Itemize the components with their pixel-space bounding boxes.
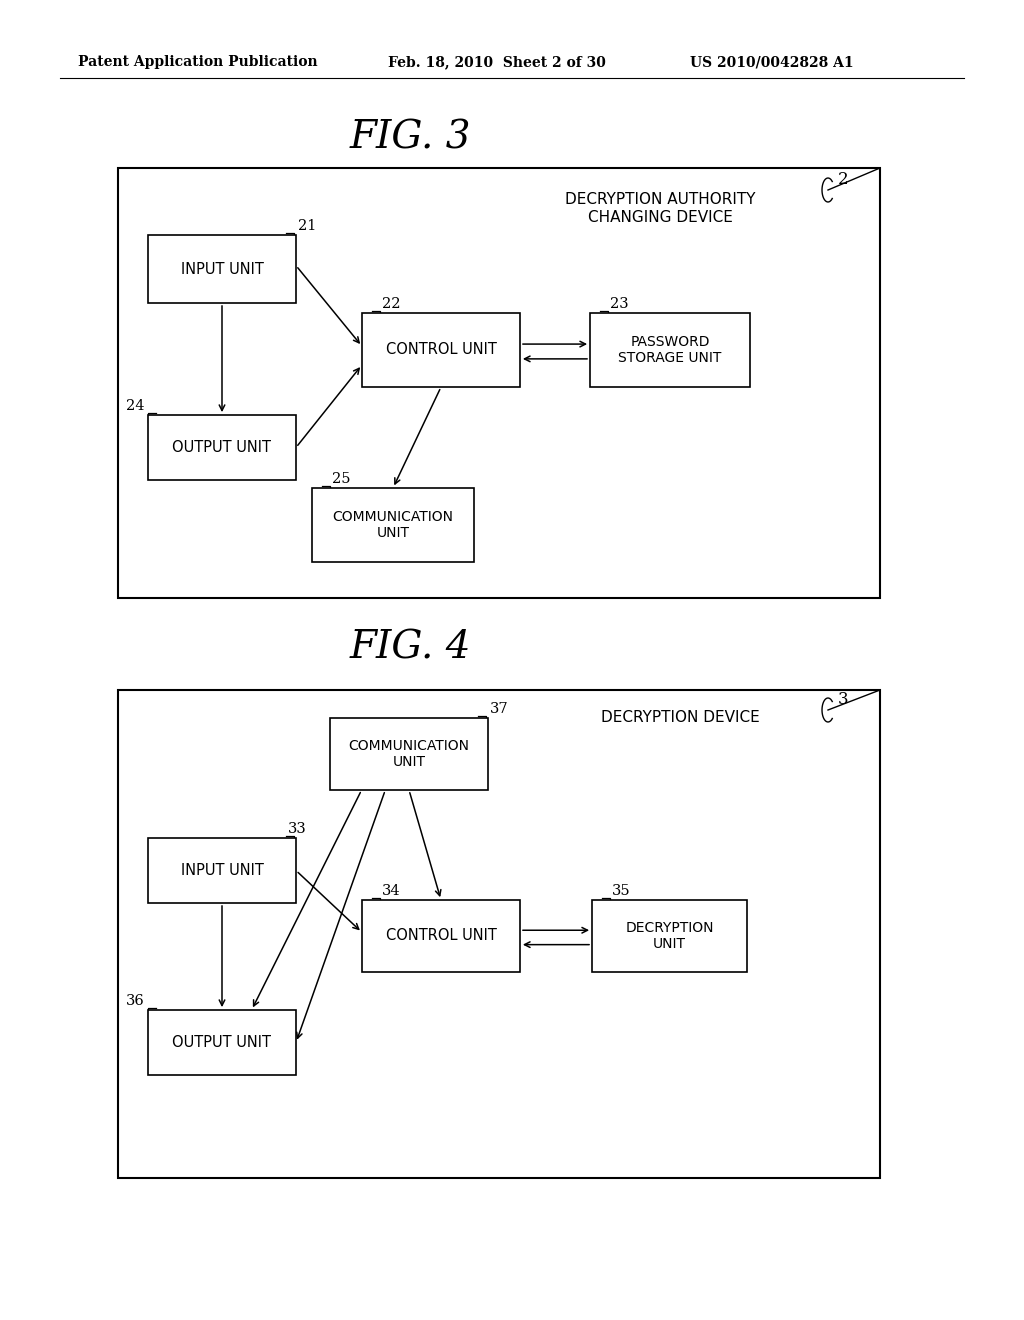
Text: 25: 25 [332, 473, 350, 486]
Bar [148, 838, 296, 903]
Text: DECRYPTION AUTHORITY: DECRYPTION AUTHORITY [565, 193, 756, 207]
Text: Feb. 18, 2010  Sheet 2 of 30: Feb. 18, 2010 Sheet 2 of 30 [388, 55, 606, 69]
Text: CONTROL UNIT: CONTROL UNIT [386, 928, 497, 944]
Text: 22: 22 [382, 297, 400, 312]
Text: 35: 35 [612, 884, 631, 898]
Text: PASSWORD
STORAGE UNIT: PASSWORD STORAGE UNIT [618, 335, 722, 366]
Bar [330, 718, 488, 789]
Bar [118, 168, 880, 598]
Bar [592, 900, 746, 972]
Text: COMMUNICATION
UNIT: COMMUNICATION UNIT [348, 739, 469, 770]
Text: 23: 23 [610, 297, 629, 312]
Text: 37: 37 [490, 702, 509, 715]
Text: FIG. 3: FIG. 3 [349, 120, 471, 157]
Text: Patent Application Publication: Patent Application Publication [78, 55, 317, 69]
Text: COMMUNICATION
UNIT: COMMUNICATION UNIT [333, 510, 454, 540]
Bar [148, 1010, 296, 1074]
Bar [118, 690, 880, 1177]
Text: 33: 33 [288, 822, 307, 836]
Text: FIG. 4: FIG. 4 [349, 630, 471, 667]
Text: 3: 3 [838, 692, 849, 709]
Text: DECRYPTION
UNIT: DECRYPTION UNIT [626, 921, 714, 952]
Text: CHANGING DEVICE: CHANGING DEVICE [588, 210, 732, 226]
Bar [148, 235, 296, 304]
Text: 36: 36 [126, 994, 144, 1008]
Bar [590, 313, 750, 387]
Text: CONTROL UNIT: CONTROL UNIT [386, 342, 497, 358]
Bar [312, 488, 474, 562]
Text: OUTPUT UNIT: OUTPUT UNIT [172, 1035, 271, 1049]
Text: 24: 24 [126, 399, 144, 413]
Bar [148, 414, 296, 480]
Text: 34: 34 [382, 884, 400, 898]
Text: INPUT UNIT: INPUT UNIT [180, 863, 263, 878]
Text: US 2010/0042828 A1: US 2010/0042828 A1 [690, 55, 854, 69]
Text: DECRYPTION DEVICE: DECRYPTION DEVICE [601, 710, 760, 726]
Text: INPUT UNIT: INPUT UNIT [180, 261, 263, 276]
Bar [362, 313, 520, 387]
Text: 21: 21 [298, 219, 316, 234]
Text: OUTPUT UNIT: OUTPUT UNIT [172, 440, 271, 455]
Text: 2: 2 [838, 172, 849, 189]
Bar [362, 900, 520, 972]
